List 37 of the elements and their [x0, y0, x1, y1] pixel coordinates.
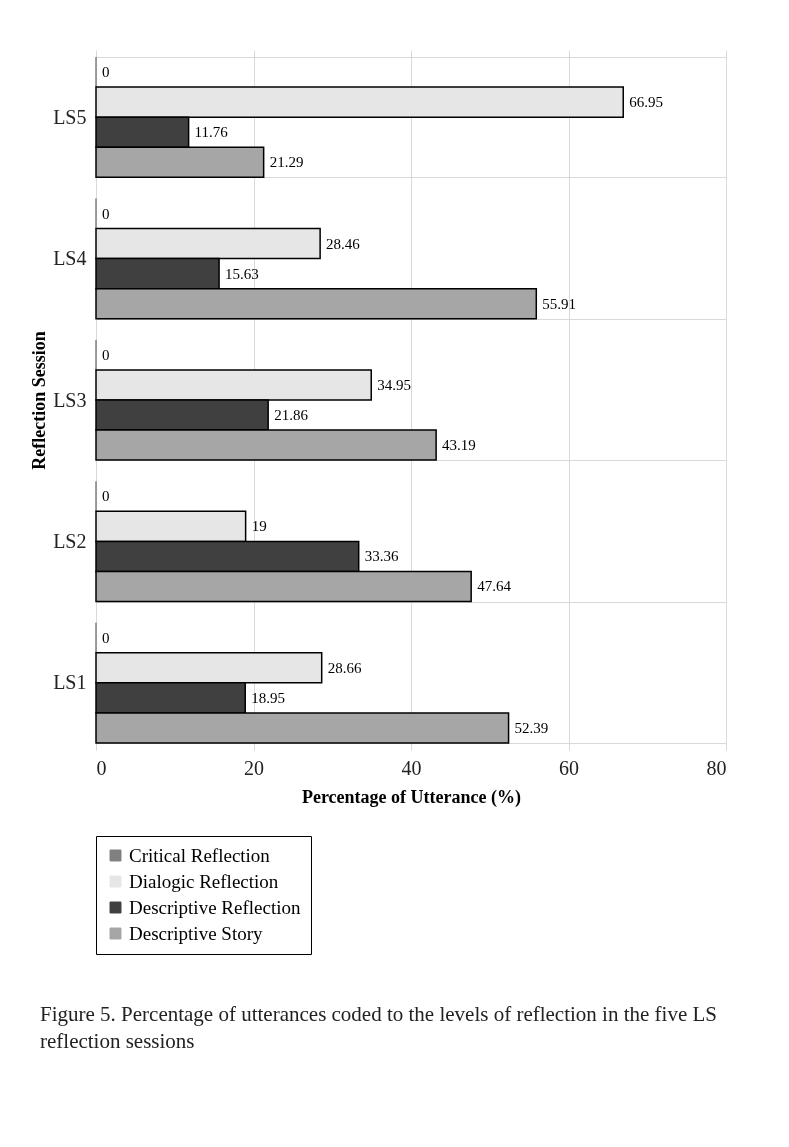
- data-label: 0: [102, 629, 110, 646]
- data-label: 21.29: [269, 154, 304, 171]
- data-label: 19: [251, 518, 267, 535]
- x-tick-label: 40: [401, 756, 422, 779]
- y-tick-label: LS2: [53, 529, 87, 552]
- data-label: 47.64: [477, 578, 512, 595]
- data-label: 21.86: [274, 407, 309, 424]
- data-label: 43.19: [442, 437, 476, 454]
- x-tick-label: 60: [559, 756, 579, 779]
- x-tick-label: 20: [244, 756, 264, 779]
- y-tick-label: LS1: [53, 671, 87, 694]
- caption: Figure 5. Percentage of utterances coded to the levels of reflection in the five LS reflection sessions: [40, 1001, 718, 1056]
- y-axis-title: Reflection Session: [29, 331, 50, 470]
- data-label: 28.66: [327, 659, 362, 676]
- data-label: 66.95: [629, 94, 663, 111]
- legend-label: Descriptive Story: [129, 922, 263, 944]
- data-label: 33.36: [364, 548, 399, 565]
- legend-label: Critical Reflection: [129, 844, 271, 866]
- data-label: 28.46: [326, 235, 361, 252]
- data-label: 0: [102, 205, 110, 222]
- y-tick-label: LS5: [53, 105, 87, 128]
- data-label: 0: [102, 488, 110, 505]
- data-label: 11.76: [194, 124, 229, 141]
- data-label: 0: [102, 346, 110, 363]
- data-label: 18.95: [251, 689, 285, 706]
- legend-label: Descriptive Reflection: [129, 896, 301, 918]
- x-axis-title: Percentage of Utterance (%): [301, 786, 522, 808]
- y-tick-label: LS3: [53, 388, 87, 411]
- data-label: 55.91: [542, 295, 577, 312]
- legend-label: Dialogic Reflection: [129, 870, 279, 892]
- y-tick-label: LS4: [53, 247, 87, 270]
- data-label: 0: [102, 64, 110, 81]
- data-label: 15.63: [225, 265, 259, 282]
- x-tick-label: 80: [706, 756, 727, 779]
- data-label: 34.95: [377, 376, 411, 393]
- data-label: 52.39: [514, 719, 549, 736]
- x-tick-label: 0: [96, 756, 107, 779]
